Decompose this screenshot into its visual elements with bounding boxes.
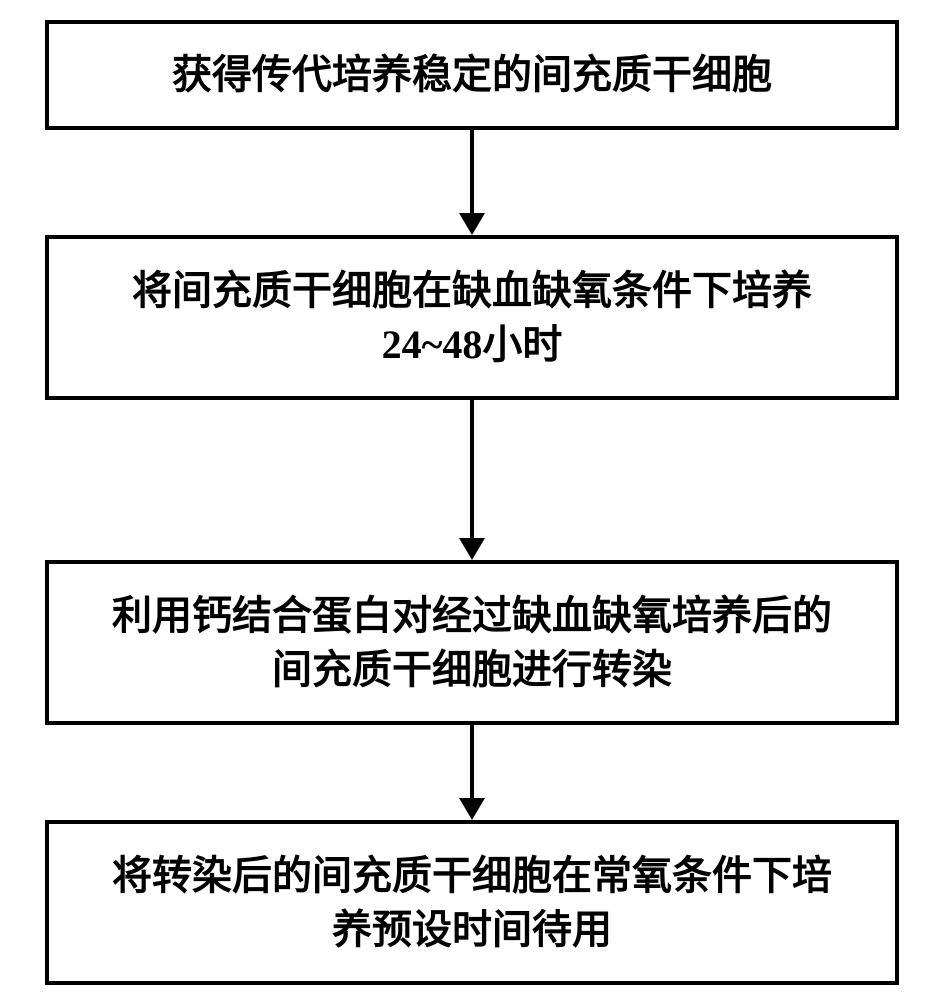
flow-step-3: 利用钙结合蛋白对经过缺血缺氧培养后的间充质干细胞进行转染 — [45, 560, 899, 725]
flow-step-2: 将间充质干细胞在缺血缺氧条件下培养24~48小时 — [45, 235, 899, 400]
step-label: 将间充质干细胞在缺血缺氧条件下培养24~48小时 — [132, 264, 812, 372]
arrow-3-4 — [452, 725, 492, 820]
step-label: 利用钙结合蛋白对经过缺血缺氧培养后的间充质干细胞进行转染 — [112, 589, 832, 697]
arrow-2-3 — [452, 400, 492, 560]
flowchart-container: 获得传代培养稳定的间充质干细胞 将间充质干细胞在缺血缺氧条件下培养24~48小时… — [0, 0, 944, 1000]
step-label: 获得传代培养稳定的间充质干细胞 — [172, 48, 772, 102]
step-label: 将转染后的间充质干细胞在常氧条件下培养预设时间待用 — [112, 849, 832, 957]
flow-step-4: 将转染后的间充质干细胞在常氧条件下培养预设时间待用 — [45, 820, 899, 985]
arrow-1-2 — [452, 130, 492, 235]
flow-step-1: 获得传代培养稳定的间充质干细胞 — [45, 20, 899, 130]
